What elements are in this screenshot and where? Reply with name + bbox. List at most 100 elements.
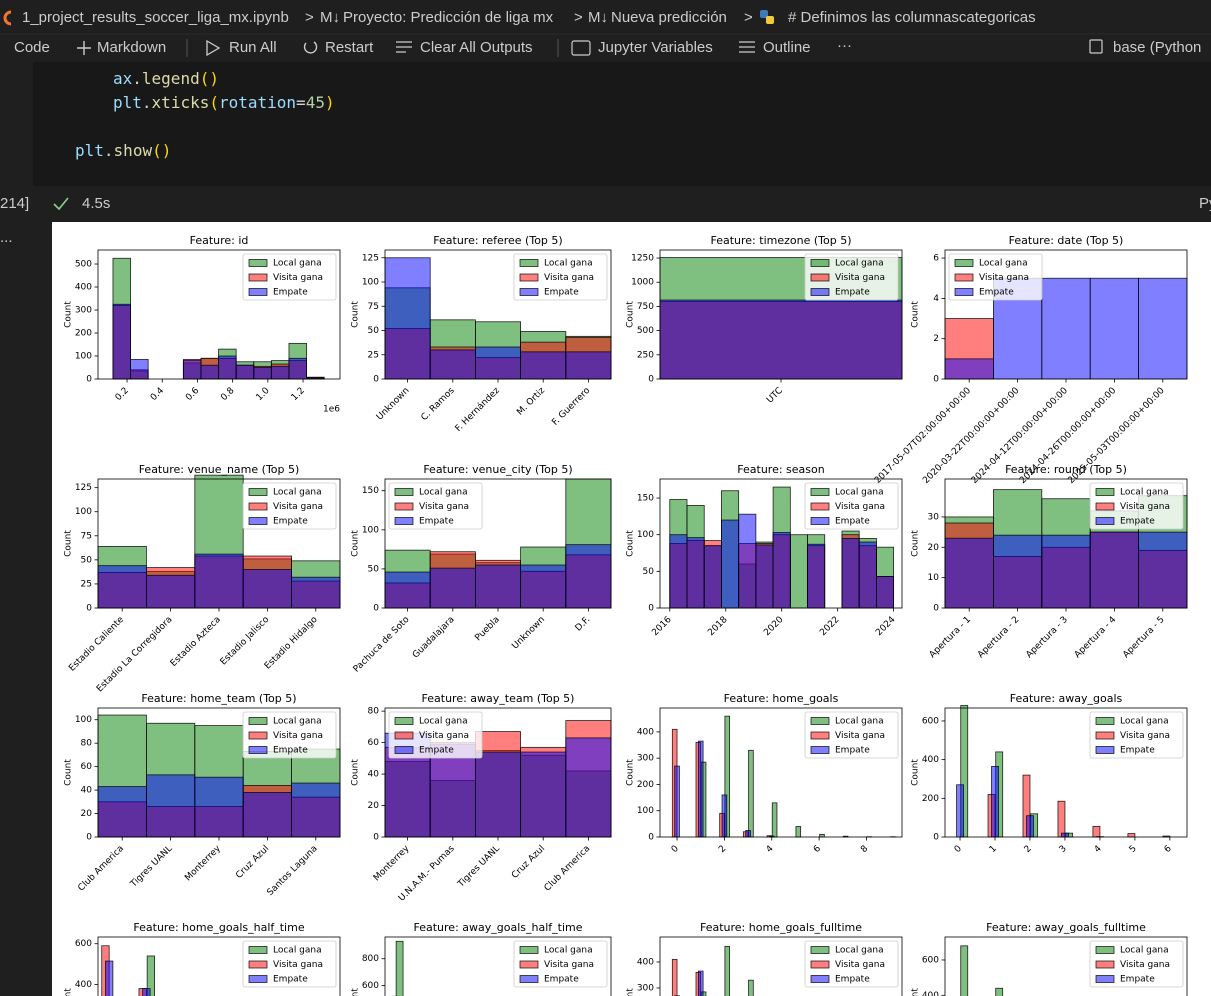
- y-tick-label: 80: [368, 707, 380, 717]
- legend-label: Local gana: [1120, 946, 1169, 956]
- y-tick-label: 100: [75, 352, 92, 362]
- y-tick-label: 100: [637, 806, 654, 816]
- restart-icon: [303, 41, 318, 54]
- x-tick-label: 2: [717, 844, 728, 855]
- y-tick-label: 200: [922, 794, 939, 804]
- bar: [700, 991, 707, 996]
- bar: [291, 576, 341, 609]
- legend-swatch: [810, 517, 830, 525]
- legend-label: Visita gana: [419, 731, 469, 741]
- bar: [721, 794, 728, 838]
- toolbar-button[interactable]: Restart: [325, 39, 374, 56]
- y-tick-label: 30: [928, 512, 940, 522]
- y-tick-label: 300: [637, 754, 654, 764]
- y-tick-label: 20: [81, 809, 93, 819]
- bar: [474, 346, 521, 380]
- legend-label: Visita gana: [1120, 731, 1170, 741]
- histogram-bar: [270, 365, 290, 380]
- toolbar-button[interactable]: Run All: [229, 39, 277, 56]
- x-tick-label: 1: [988, 844, 999, 855]
- toolbar-button[interactable]: Outline: [763, 39, 811, 56]
- subplot-title: Feature: id: [190, 234, 249, 247]
- x-offset-label: 1e6: [323, 405, 340, 415]
- bar: [1061, 832, 1069, 838]
- legend-label: Empate: [273, 746, 308, 756]
- subplot-title: Feature: referee (Top 5): [433, 234, 562, 247]
- subplot-title: Feature: round (Top 5): [1005, 463, 1127, 476]
- y-tick-label: 25: [81, 579, 92, 589]
- histogram-bar: [112, 303, 131, 380]
- y-axis-label: Count: [351, 301, 361, 328]
- legend-swatch: [248, 731, 268, 740]
- y-axis-label: Count: [626, 988, 636, 996]
- bar: [105, 960, 114, 996]
- legend-swatch: [810, 502, 830, 511]
- more-button[interactable]: ···: [837, 37, 852, 54]
- code-token: ): [325, 93, 335, 112]
- kernel-picker[interactable]: base (Python: [1113, 39, 1201, 56]
- breadcrumb-cell[interactable]: # Definimos las columnascategoricas: [788, 9, 1036, 26]
- bar: [1041, 534, 1091, 609]
- x-tick-label: 4: [765, 844, 776, 855]
- code-token: legend: [142, 69, 200, 88]
- y-axis-label: Count: [351, 988, 361, 996]
- histogram-bar: [807, 543, 826, 609]
- variables-icon: [571, 40, 591, 56]
- legend-swatch: [810, 731, 830, 740]
- outline-icon: [739, 41, 755, 53]
- output-menu[interactable]: ...: [0, 229, 13, 246]
- code-line: ax.legend(): [113, 69, 219, 88]
- y-tick-label: 150: [362, 486, 379, 496]
- bar: [1026, 815, 1034, 838]
- code-cell[interactable]: [33, 62, 1211, 186]
- legend-swatch: [810, 273, 830, 282]
- toolbar-button[interactable]: Jupyter Variables: [598, 39, 713, 56]
- axes-frame: [97, 936, 341, 996]
- legend-label: Visita gana: [273, 273, 323, 283]
- y-tick-label: 50: [81, 555, 93, 565]
- legend-swatch: [394, 717, 414, 725]
- success-icon: [53, 197, 69, 211]
- legend-swatch: [394, 731, 414, 740]
- subplot-title: Feature: home_team (Top 5): [141, 692, 296, 705]
- bar: [565, 544, 612, 609]
- y-axis-label: Count: [64, 530, 74, 557]
- legend-label: Local gana: [1120, 488, 1169, 498]
- legend-swatch: [519, 259, 539, 267]
- y-tick-label: 50: [368, 326, 380, 336]
- toolbar-button[interactable]: Clear All Outputs: [420, 39, 533, 56]
- toolbar-button[interactable]: Markdown: [97, 39, 166, 56]
- histogram-bar: [686, 537, 705, 609]
- legend-swatch: [1095, 746, 1115, 754]
- legend-swatch: [810, 946, 830, 954]
- legend-label: Visita gana: [835, 502, 885, 512]
- bar: [1138, 531, 1188, 609]
- legend-swatch: [248, 717, 268, 725]
- bar: [384, 257, 431, 380]
- legend-swatch: [248, 946, 268, 954]
- y-tick-label: 0: [933, 604, 939, 614]
- histogram-bar: [253, 367, 272, 380]
- breadcrumb-section[interactable]: Proyecto: Predicción de liga mx: [343, 9, 554, 26]
- bar: [474, 564, 521, 609]
- legend-swatch: [394, 488, 414, 496]
- toolbar-button[interactable]: Code: [14, 39, 50, 56]
- y-tick-label: 20: [928, 543, 940, 553]
- y-tick-label: 2: [933, 334, 939, 344]
- bar: [1138, 277, 1188, 380]
- breadcrumb-file[interactable]: 1_project_results_soccer_liga_mx.ipynb: [22, 9, 289, 26]
- subplot: Feature: timezone (Top 5) Count 0 250 500 750…: [626, 234, 903, 406]
- legend-label: Local gana: [544, 259, 593, 269]
- histogram-bar: [182, 360, 202, 380]
- legend-label: Visita gana: [273, 731, 323, 741]
- y-axis-label: Count: [626, 530, 636, 557]
- legend-swatch: [519, 273, 539, 282]
- y-axis-label: Count: [626, 301, 636, 328]
- breadcrumb-section[interactable]: Nueva predicción: [611, 9, 727, 26]
- legend-swatch: [519, 946, 539, 954]
- axes-frame: [659, 936, 903, 996]
- code-token: .: [104, 141, 114, 160]
- bar: [1089, 277, 1139, 380]
- cell-language[interactable]: Py: [1199, 195, 1211, 212]
